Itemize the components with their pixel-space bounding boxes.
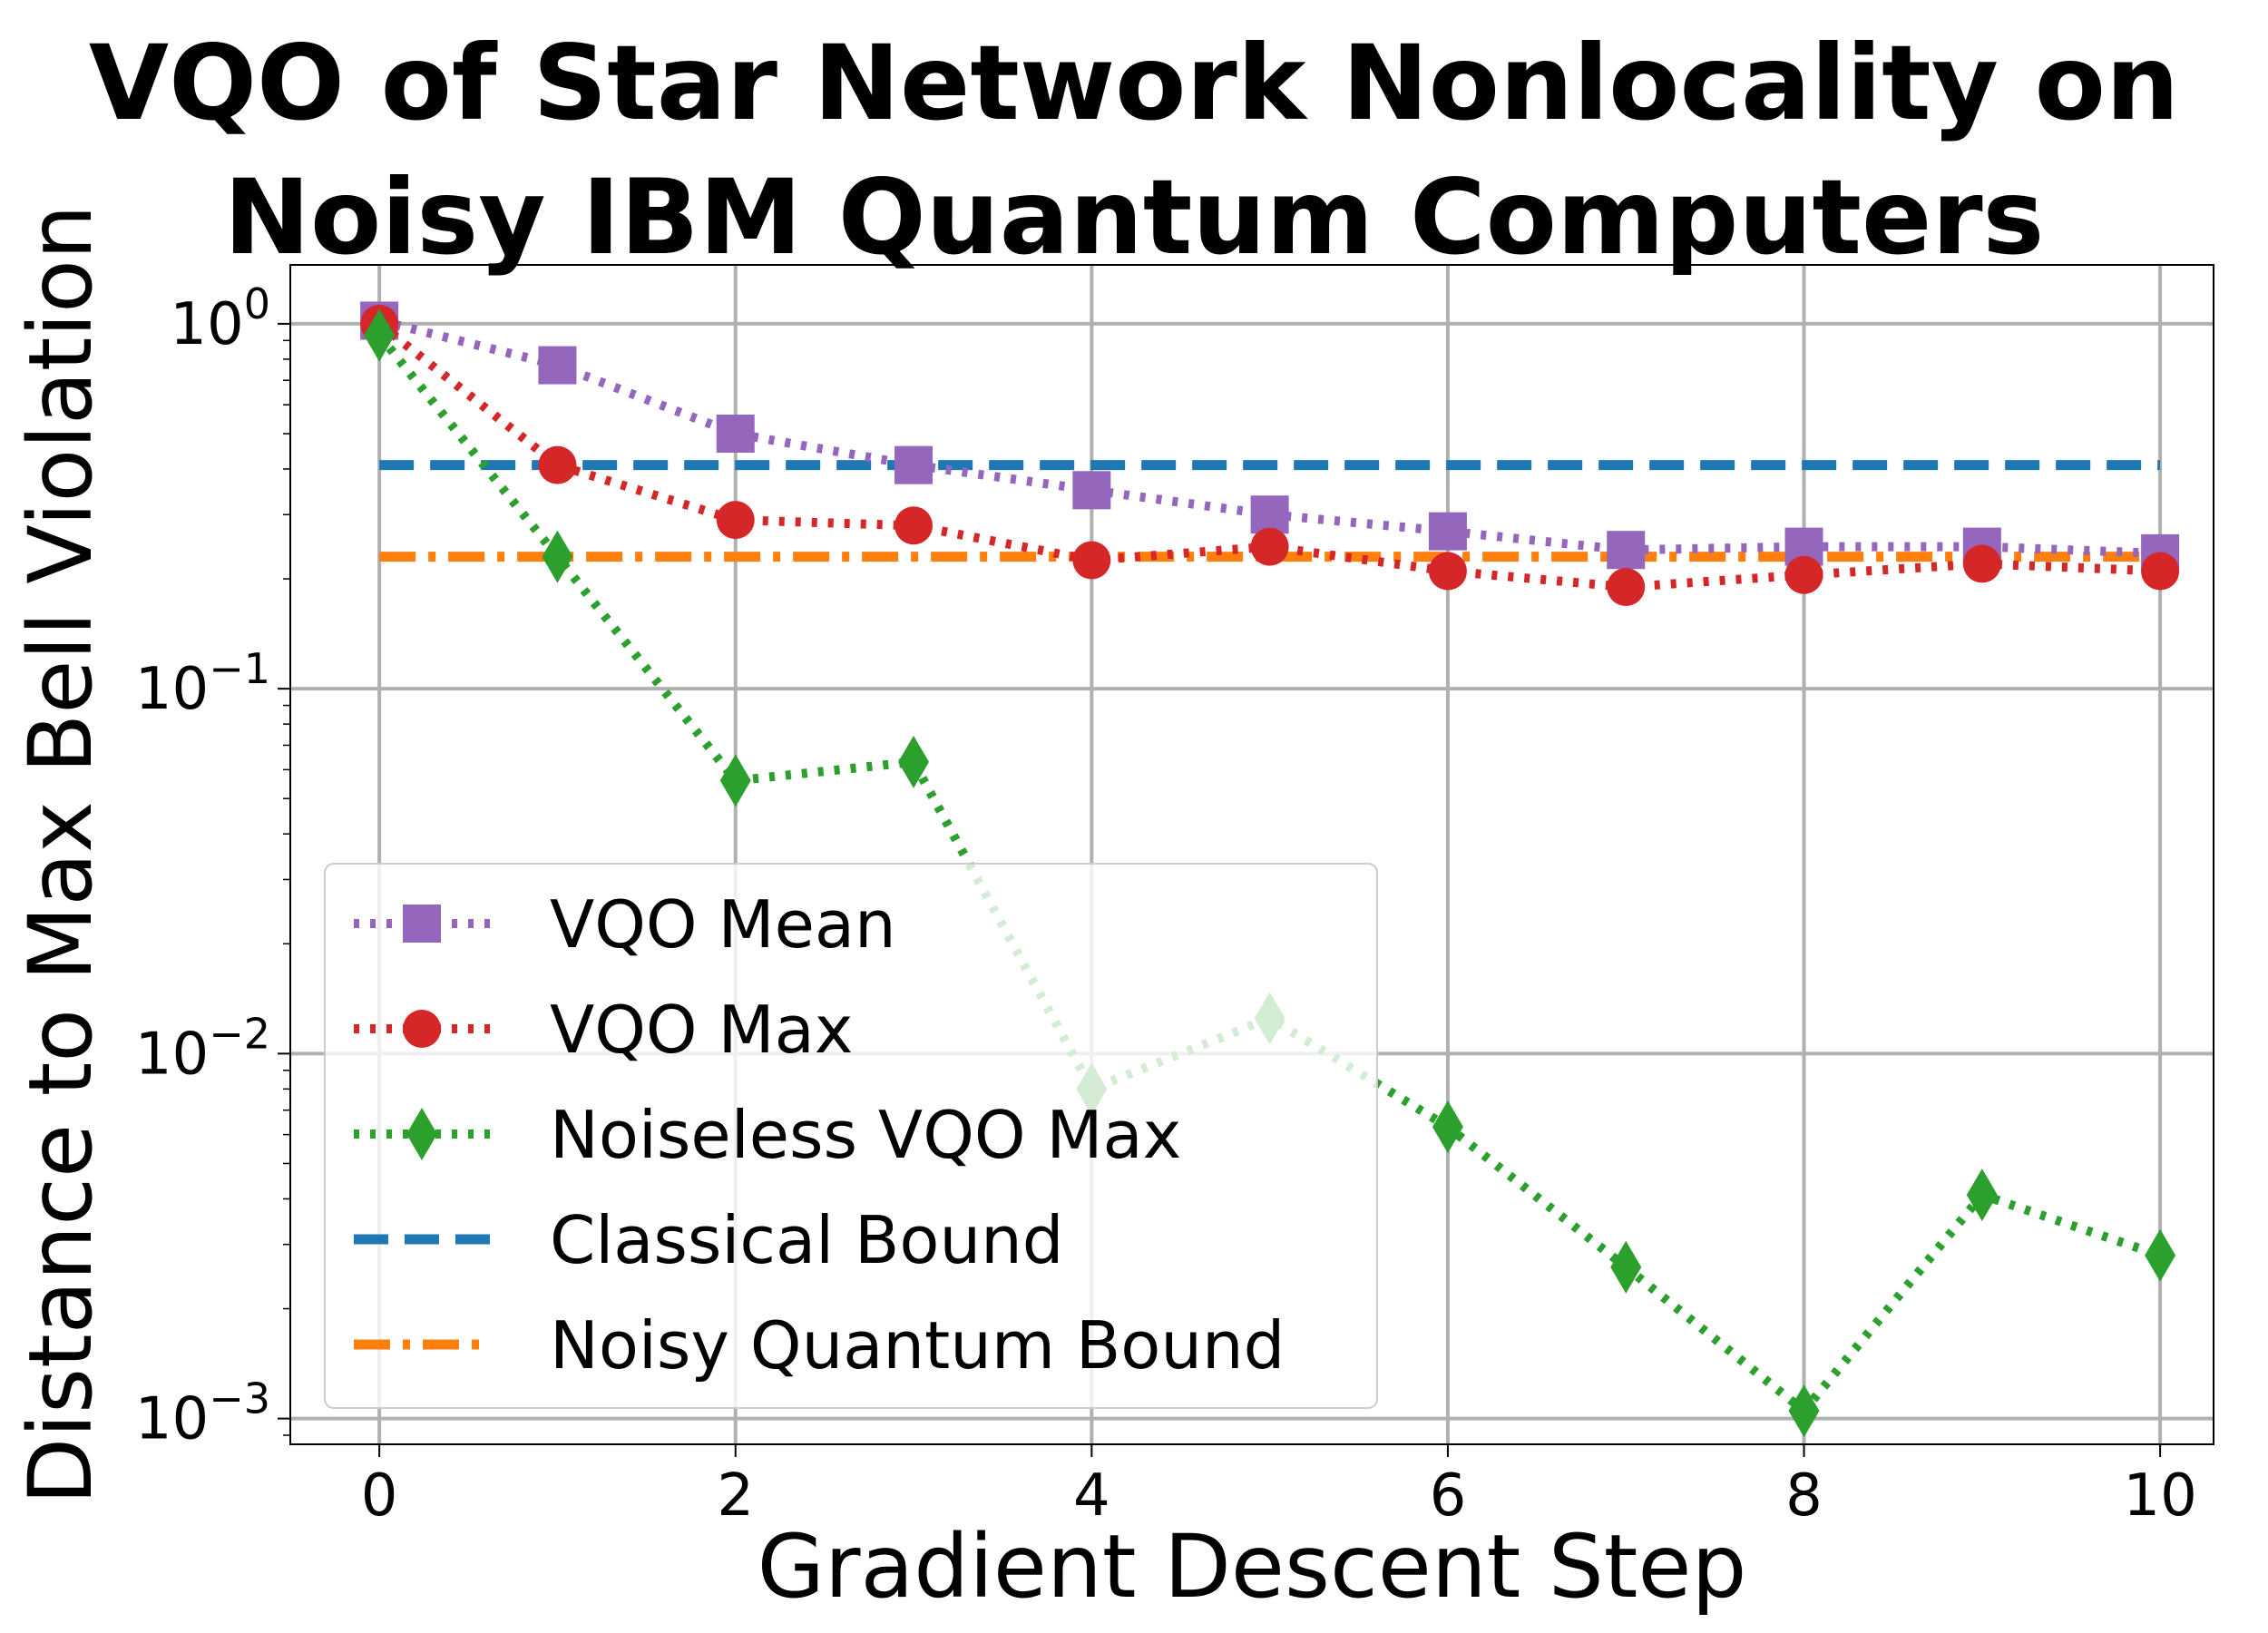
data-point-vqo-max [538, 445, 577, 484]
plot-frame [289, 264, 2214, 1445]
y-tick-label: 100 [170, 279, 270, 358]
data-point-noiseless-vqo-max [1432, 1100, 1463, 1154]
data-point-vqo-max [1250, 527, 1289, 566]
data-point-vqo-mean [1607, 531, 1646, 570]
data-point-noiseless-vqo-max [1610, 1240, 1642, 1294]
x-axis-label: Gradient Descent Step [758, 1516, 1747, 1618]
data-point-vqo-max [1784, 555, 1823, 594]
data-point-vqo-mean [716, 414, 755, 453]
data-point-noiseless-vqo-max [719, 754, 751, 807]
legend-label-vqo-mean: VQO Mean [550, 886, 896, 963]
legend-label-noisy-quantum-bound: Noisy Quantum Bound [550, 1307, 1285, 1384]
chart-title-line-1: VQO of Star Network Nonlocality on [88, 23, 2180, 143]
y-axis-label: Distance to Max Bell Violation [10, 204, 112, 1504]
data-point-noiseless-vqo-max [2145, 1228, 2176, 1282]
data-point-noiseless-vqo-max [364, 308, 396, 362]
legend-label-noiseless-vqo-max: Noiseless VQO Max [550, 1097, 1181, 1173]
legend-marker-noiseless-vqo-max [406, 1108, 437, 1160]
x-tick-label: 6 [1430, 1462, 1467, 1530]
legend-marker-vqo-mean [403, 905, 441, 943]
chart-title-line-2: Noisy IBM Quantum Computers [223, 157, 2045, 278]
data-point-vqo-max [1072, 541, 1111, 580]
x-tick-label: 0 [361, 1462, 398, 1530]
x-tick-label: 4 [1073, 1462, 1110, 1530]
legend-box [324, 863, 1378, 1409]
legend-label-classical-bound: Classical Bound [550, 1202, 1063, 1278]
data-point-noiseless-vqo-max [542, 530, 573, 583]
x-tick-label: 2 [717, 1462, 754, 1530]
legend: VQO Mean VQO Max Noiseless VQO Max Classica… [324, 863, 1378, 1409]
series-line-noiseless-vqo-max [376, 332, 2162, 1418]
data-point-vqo-mean [538, 346, 577, 385]
legend-marker-vqo-max [403, 1010, 441, 1048]
legend-label-vqo-max: VQO Max [550, 992, 853, 1068]
ticks: 0 2 4 6 8 10 100 10−1 10−2 10−3 [135, 279, 2197, 1530]
data-point-noiseless-vqo-max [1788, 1384, 1820, 1438]
data-point-vqo-max [1962, 544, 2001, 583]
data-point-vqo-mean [1428, 512, 1467, 551]
data-point-vqo-max [716, 501, 755, 540]
y-tick-label: 10−2 [135, 1009, 270, 1088]
x-tick-label: 10 [2123, 1462, 2196, 1530]
data-point-noiseless-vqo-max [898, 735, 930, 788]
data-point-vqo-max [894, 506, 934, 545]
y-tick-label: 10−3 [135, 1374, 270, 1453]
data-point-vqo-mean [1250, 495, 1289, 534]
chart-title: VQO of Star Network Nonlocality on Noisy… [0, 16, 2268, 285]
data-point-vqo-mean [1072, 471, 1111, 510]
y-tick-label: 10−1 [135, 644, 270, 723]
data-point-vqo-max [1428, 552, 1467, 591]
data-point-vqo-mean [894, 445, 934, 484]
data-point-noiseless-vqo-max [1966, 1169, 1998, 1222]
x-tick-label: 8 [1785, 1462, 1823, 1530]
data-point-vqo-max [1607, 568, 1646, 607]
data-point-vqo-max [2141, 552, 2180, 591]
